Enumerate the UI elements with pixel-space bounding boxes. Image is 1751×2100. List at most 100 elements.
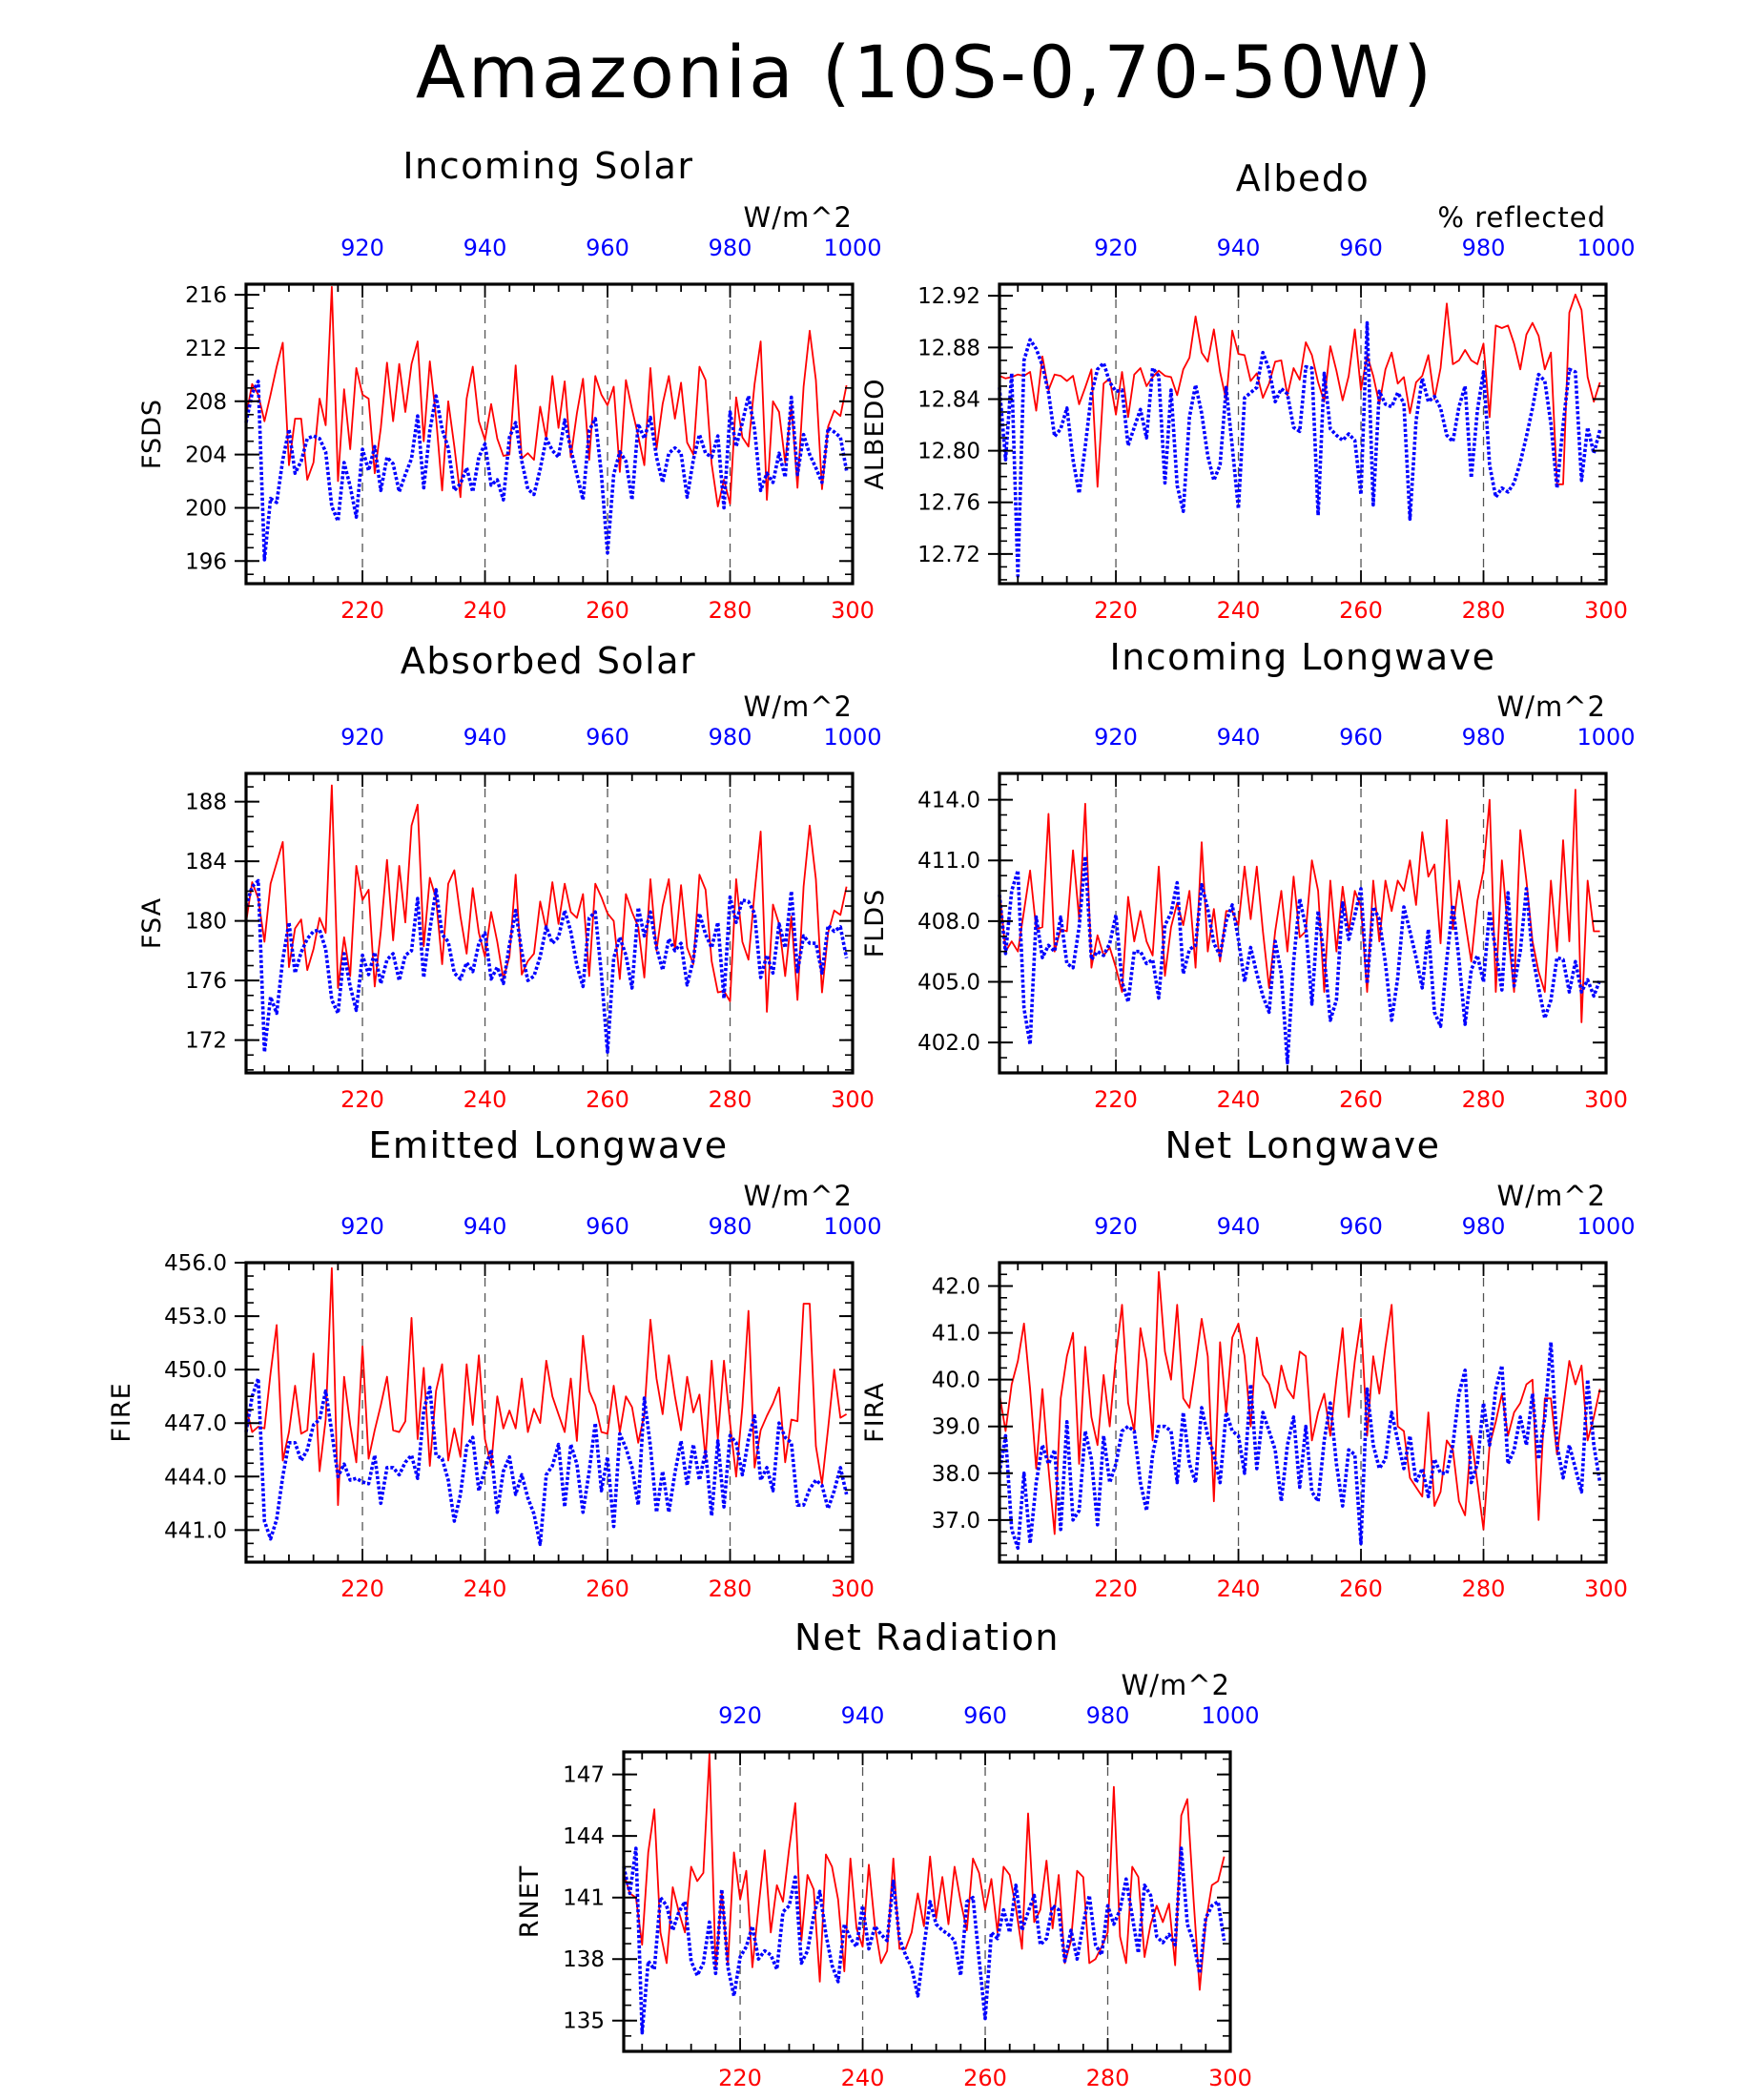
x-tick-label-top: 960 <box>1339 724 1383 751</box>
x-tick-label-bottom: 300 <box>1584 597 1628 624</box>
x-tick-label-bottom: 260 <box>586 1086 629 1113</box>
x-tick-label-bottom: 260 <box>963 2065 1007 2091</box>
x-tick-label-bottom: 260 <box>1339 597 1383 624</box>
x-tick-label-top: 940 <box>1217 724 1261 751</box>
y-tick-label: 12.88 <box>917 336 980 360</box>
x-tick-label-top: 960 <box>1339 1213 1383 1240</box>
plot-frame <box>622 1750 1232 2053</box>
x-tick-label-bottom: 240 <box>1217 1086 1261 1113</box>
x-tick-label-top: 1000 <box>823 235 881 261</box>
x-tick-label-top: 980 <box>1462 724 1506 751</box>
x-tick-label-bottom: 220 <box>1094 597 1138 624</box>
plot-frame <box>998 772 1608 1075</box>
y-tick-label: 12.72 <box>917 543 980 567</box>
y-tick-label: 453.0 <box>164 1305 227 1329</box>
x-tick-label-top: 1000 <box>1576 724 1635 751</box>
x-tick-label-top: 920 <box>340 724 384 751</box>
y-tick-label: 144 <box>563 1824 605 1849</box>
y-axis-label: FIRE <box>107 1382 136 1442</box>
x-tick-label-bottom: 280 <box>1462 597 1506 624</box>
unit-label: W/m^2 <box>1497 1180 1606 1212</box>
x-tick-label-bottom: 240 <box>1217 1575 1261 1602</box>
y-tick-label: 456.0 <box>164 1251 227 1276</box>
x-tick-label-top: 1000 <box>823 724 881 751</box>
red-solid-series-line <box>999 1270 1601 1535</box>
y-tick-label: 37.0 <box>932 1509 980 1534</box>
unit-label: W/m^2 <box>744 1180 853 1212</box>
x-tick-label-bottom: 280 <box>709 1575 752 1602</box>
plot-frame <box>998 1261 1608 1564</box>
x-tick-label-top: 940 <box>464 1213 507 1240</box>
y-tick-label: 12.76 <box>917 491 980 516</box>
x-tick-label-bottom: 260 <box>1339 1086 1383 1113</box>
y-tick-label: 441.0 <box>164 1518 227 1543</box>
x-tick-label-bottom: 240 <box>464 597 507 624</box>
y-tick-label: 196 <box>185 549 227 574</box>
x-tick-label-bottom: 220 <box>718 2065 762 2091</box>
blue-dotted-series-line <box>244 878 849 1054</box>
x-tick-label-bottom: 280 <box>1462 1086 1506 1113</box>
y-tick-label: 39.0 <box>932 1415 980 1440</box>
panel-title: Incoming Solar <box>402 145 693 187</box>
x-tick-label-top: 1000 <box>823 1213 881 1240</box>
x-tick-label-bottom: 220 <box>1094 1086 1138 1113</box>
y-tick-label: 41.0 <box>932 1322 980 1347</box>
y-axis-label: FSDS <box>137 399 167 469</box>
panel-title: Incoming Longwave <box>1110 636 1496 678</box>
x-tick-label-top: 920 <box>1094 1213 1138 1240</box>
x-tick-label-top: 960 <box>963 1702 1007 1729</box>
x-tick-label-top: 980 <box>1086 1702 1130 1729</box>
x-tick-label-top: 980 <box>1462 235 1506 261</box>
plot-frame <box>244 772 855 1075</box>
chart-panel-fira: Net Longwave W/m^2 37.0 38.0 39.0 40.0 41.0 42.… <box>860 1124 1636 1602</box>
x-tick-label-top: 980 <box>709 724 752 751</box>
unit-label: W/m^2 <box>744 201 853 234</box>
chart-panel-fire: Emitted Longwave W/m^2 441.0 444.0 447.0 450.… <box>107 1124 882 1602</box>
x-tick-label-top: 960 <box>1339 235 1383 261</box>
x-tick-label-bottom: 260 <box>586 1575 629 1602</box>
x-tick-label-bottom: 240 <box>464 1086 507 1113</box>
unit-label: % reflected <box>1437 201 1606 234</box>
x-tick-label-bottom: 300 <box>1584 1086 1628 1113</box>
y-tick-label: 208 <box>185 390 227 415</box>
y-tick-label: 147 <box>563 1763 605 1788</box>
x-tick-label-top: 1000 <box>1576 1213 1635 1240</box>
red-solid-series-line <box>245 784 848 1013</box>
x-tick-label-bottom: 280 <box>709 597 752 624</box>
x-tick-label-bottom: 240 <box>841 2065 885 2091</box>
unit-label: W/m^2 <box>1122 1669 1230 1701</box>
blue-dotted-series-line <box>998 854 1602 1065</box>
x-tick-label-bottom: 300 <box>1208 2065 1252 2091</box>
unit-label: W/m^2 <box>1497 690 1606 723</box>
y-tick-label: 172 <box>185 1029 227 1054</box>
y-tick-label: 184 <box>185 850 227 875</box>
plot-frame <box>244 282 855 586</box>
x-tick-label-top: 960 <box>586 235 629 261</box>
blue-dotted-series-line <box>244 1376 849 1547</box>
x-tick-label-top: 940 <box>841 1702 885 1729</box>
y-tick-label: 411.0 <box>917 849 980 874</box>
chart-panel-fsds: Incoming Solar W/m^2 196 200 204 208 212 216 FSD… <box>137 145 882 624</box>
panel-title: Net Radiation <box>794 1616 1060 1658</box>
panels: Incoming Solar W/m^2 196 200 204 208 212 216 FSD… <box>107 145 1636 2091</box>
y-tick-label: 212 <box>185 337 227 361</box>
x-tick-label-bottom: 240 <box>1217 597 1261 624</box>
x-tick-label-top: 920 <box>718 1702 762 1729</box>
y-tick-label: 141 <box>563 1886 605 1911</box>
x-tick-label-top: 980 <box>1462 1213 1506 1240</box>
x-tick-label-bottom: 300 <box>831 597 875 624</box>
y-axis-label: ALBEDO <box>860 378 890 489</box>
y-axis-label: FSA <box>137 897 167 949</box>
y-tick-label: 12.84 <box>917 387 980 412</box>
y-tick-label: 176 <box>185 969 227 994</box>
x-tick-label-bottom: 280 <box>1462 1575 1506 1602</box>
y-tick-label: 405.0 <box>917 971 980 996</box>
chart-panel-fsa: Absorbed Solar W/m^2 172 176 180 184 188 FSA 220… <box>137 640 882 1113</box>
y-tick-label: 444.0 <box>164 1465 227 1490</box>
plot-frame <box>244 1261 855 1564</box>
panel-title: Emitted Longwave <box>368 1124 728 1166</box>
x-tick-label-bottom: 260 <box>1339 1575 1383 1602</box>
red-solid-series-line <box>245 285 848 507</box>
